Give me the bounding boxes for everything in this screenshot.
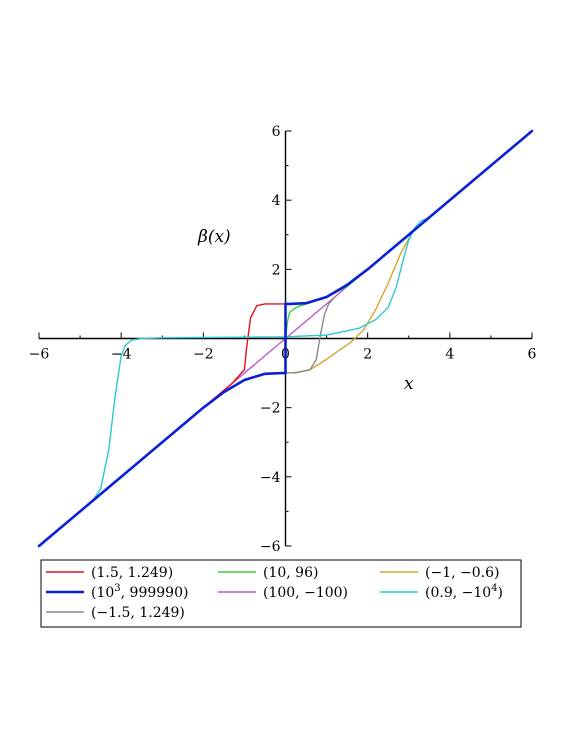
legend: (1.5, 1.249) (10, 96) (−1, −0.6) (103, 9999… — [40, 559, 522, 628]
legend-box — [40, 559, 522, 628]
y-tick-label: 6 — [272, 124, 281, 140]
x-tick-label: −6 — [29, 347, 50, 363]
legend-label: (−1.5, 1.249) — [91, 605, 185, 621]
legend-item: (1.5, 1.249) — [46, 565, 173, 581]
legend-item: (−1.5, 1.249) — [46, 605, 185, 621]
legend-label: (0.9, −104) — [425, 583, 503, 601]
y-tick-label: −6 — [260, 539, 281, 555]
y-tick-label: 2 — [272, 262, 281, 278]
legend-label: (−1, −0.6) — [425, 565, 499, 581]
x-tick-label: 4 — [445, 347, 454, 363]
legend-item: (100, −100) — [218, 585, 348, 601]
y-tick-label: −4 — [260, 470, 281, 486]
series-line — [293, 230, 414, 374]
legend-label: (100, −100) — [263, 585, 348, 601]
x-tick-label: 0 — [281, 347, 290, 363]
legend-item: (0.9, −104) — [380, 583, 503, 601]
series-layer — [37, 129, 534, 548]
legend-label: (1.5, 1.249) — [91, 565, 173, 581]
x-tick-label: 6 — [528, 347, 537, 363]
legend-item: (103, 999990) — [46, 583, 188, 601]
y-tick-label: 4 — [272, 193, 281, 209]
y-axis-label: β(x) — [197, 227, 231, 247]
series-line — [37, 129, 534, 548]
legend-item: (−1, −0.6) — [380, 565, 499, 581]
x-axis-label: x — [404, 374, 414, 394]
tick-labels: −6 −4 −2 0 2 4 6 −6 −4 −2 2 4 6 — [29, 124, 537, 555]
legend-label: (10, 96) — [263, 565, 318, 581]
x-tick-label: 2 — [363, 347, 372, 363]
y-tick-label: −2 — [260, 401, 281, 417]
series-line — [38, 303, 287, 547]
series-line — [284, 296, 336, 374]
x-tick-label: −4 — [111, 347, 132, 363]
legend-item: (10, 96) — [218, 565, 318, 581]
legend-label: (103, 999990) — [91, 583, 188, 601]
x-tick-label: −2 — [193, 347, 214, 363]
